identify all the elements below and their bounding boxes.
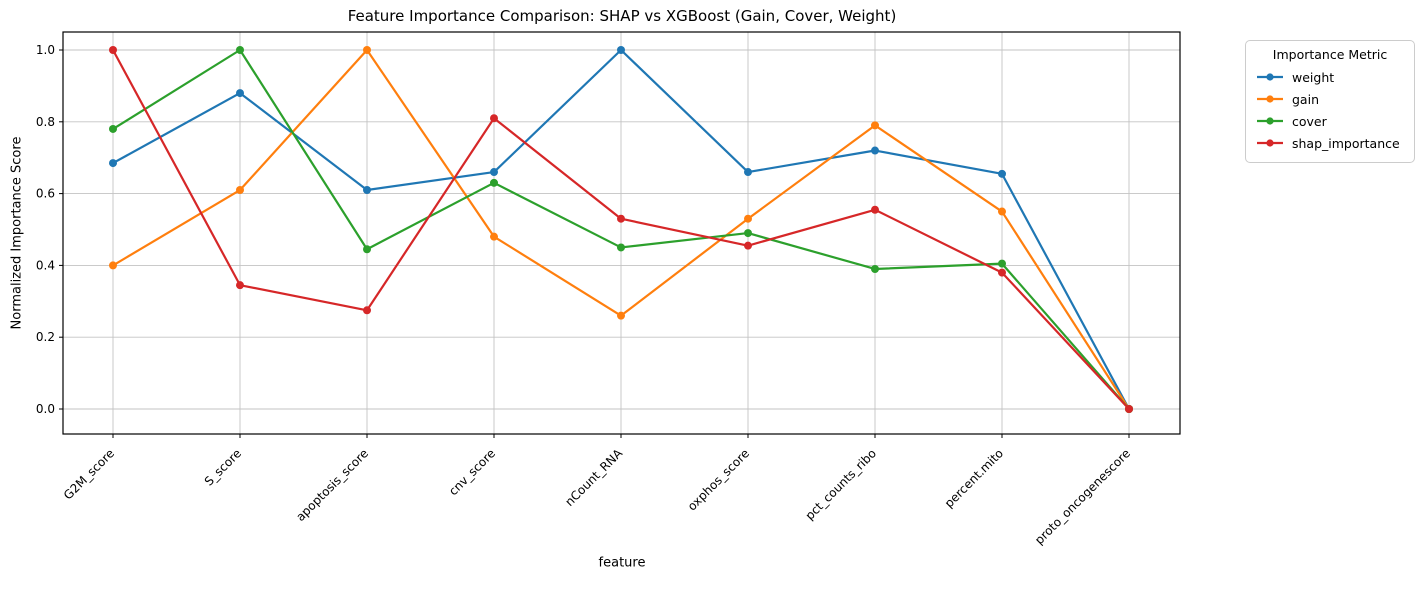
x-tick-label: cnv_score	[446, 446, 498, 498]
legend-entry-shap_importance: shap_importance	[1256, 132, 1404, 154]
legend-line-sample-icon	[1257, 139, 1283, 147]
series-marker-weight	[871, 146, 879, 155]
series-marker-cover	[871, 264, 879, 273]
legend-line-sample-icon	[1257, 117, 1283, 125]
series-marker-shap_importance	[490, 114, 498, 123]
x-axis-label: feature	[598, 555, 646, 571]
legend: Importance Metric weight gain cover shap_im…	[1245, 40, 1415, 163]
series-marker-shap_importance	[109, 46, 117, 54]
series-marker-weight	[109, 159, 117, 168]
series-marker-cover	[617, 243, 625, 252]
legend-entries: weight gain cover shap_importance	[1256, 66, 1404, 154]
legend-line-sample-icon	[1257, 95, 1283, 103]
series-marker-cover	[490, 178, 498, 187]
legend-entry-gain: gain	[1256, 88, 1404, 110]
x-tick-label: percent.mito	[942, 446, 1006, 510]
series-marker-weight	[236, 89, 244, 98]
x-tick-label: G2M_score	[61, 446, 117, 502]
series-marker-shap_importance	[617, 214, 625, 223]
series-marker-cover	[998, 259, 1006, 268]
series-marker-weight	[363, 186, 371, 195]
series-marker-shap_importance	[1125, 405, 1133, 413]
x-tick-label: S_score	[202, 446, 244, 488]
series-marker-gain	[998, 207, 1006, 216]
series-marker-gain	[363, 46, 371, 54]
series-marker-shap_importance	[871, 205, 879, 214]
y-tick-label: 1.0	[36, 43, 55, 57]
series-marker-shap_importance	[363, 306, 371, 315]
y-tick-label: 0.4	[36, 258, 55, 272]
series-marker-cover	[236, 46, 244, 54]
y-tick-label: 0.2	[36, 330, 55, 344]
legend-entry-label: shap_importance	[1292, 135, 1400, 151]
legend-entry-label: gain	[1292, 91, 1319, 107]
y-tick-label: 0.0	[36, 402, 55, 416]
series-marker-shap_importance	[998, 268, 1006, 277]
x-tick-label: apoptosis_score	[293, 446, 371, 524]
legend-entry-cover: cover	[1256, 110, 1404, 132]
axes-spines	[62, 31, 1181, 435]
legend-title: Importance Metric	[1272, 47, 1388, 62]
chart-title: Feature Importance Comparison: SHAP vs X…	[347, 7, 897, 25]
series-marker-cover	[109, 124, 117, 133]
x-tick-label: oxphos_score	[685, 446, 752, 513]
series-marker-cover	[363, 245, 371, 254]
series-marker-weight	[617, 46, 625, 54]
legend-line-sample-icon	[1257, 73, 1283, 81]
legend-entry-weight: weight	[1256, 66, 1404, 88]
y-tick-label: 0.8	[36, 115, 55, 129]
x-tick-label: pct_counts_ribo	[803, 446, 880, 523]
x-tick-label: proto_oncogenescore	[1032, 446, 1133, 547]
series-marker-shap_importance	[236, 281, 244, 290]
series-marker-gain	[109, 261, 117, 270]
series-marker-shap_importance	[744, 241, 752, 250]
x-tick-label: nCount_RNA	[562, 446, 625, 509]
series-marker-weight	[744, 168, 752, 177]
series-marker-weight	[998, 169, 1006, 178]
y-tick-label: 0.6	[36, 187, 55, 201]
series-marker-gain	[490, 232, 498, 241]
legend-entry-label: cover	[1292, 113, 1327, 129]
series-marker-cover	[744, 229, 752, 238]
series-marker-gain	[617, 311, 625, 320]
legend-entry-label: weight	[1292, 69, 1335, 85]
series-marker-gain	[744, 214, 752, 223]
series-marker-gain	[871, 121, 879, 130]
series-marker-weight	[490, 168, 498, 177]
series-marker-gain	[236, 186, 244, 195]
